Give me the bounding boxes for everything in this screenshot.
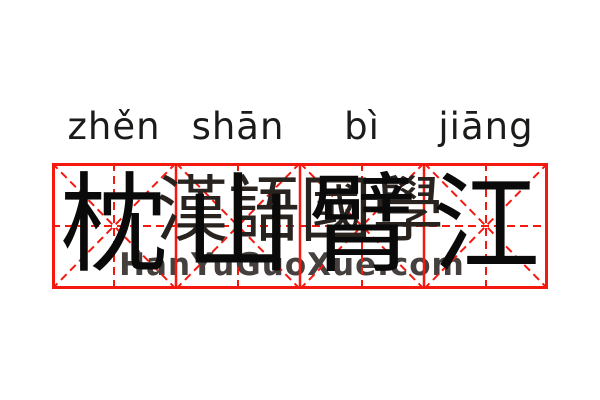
pinyin-syllable-3: bì [344,104,380,148]
pinyin-syllable-2: shān [191,104,285,148]
pinyin-syllable-4: jiāng [438,104,534,148]
cjk-watermark: 漢語國學 [156,168,445,252]
mizige-grid [52,163,548,289]
hanzi-cell-4: 江 [431,163,540,288]
grid-dashed-guides [52,163,548,289]
grid-cell-borders [52,163,548,289]
hanzi-cell-2: 山 [183,163,292,288]
pinyin-syllable-1: zhěn [67,104,161,148]
hanzi-cell-3: 臂 [307,163,416,288]
hanzi-cell-1: 枕 [59,163,168,288]
